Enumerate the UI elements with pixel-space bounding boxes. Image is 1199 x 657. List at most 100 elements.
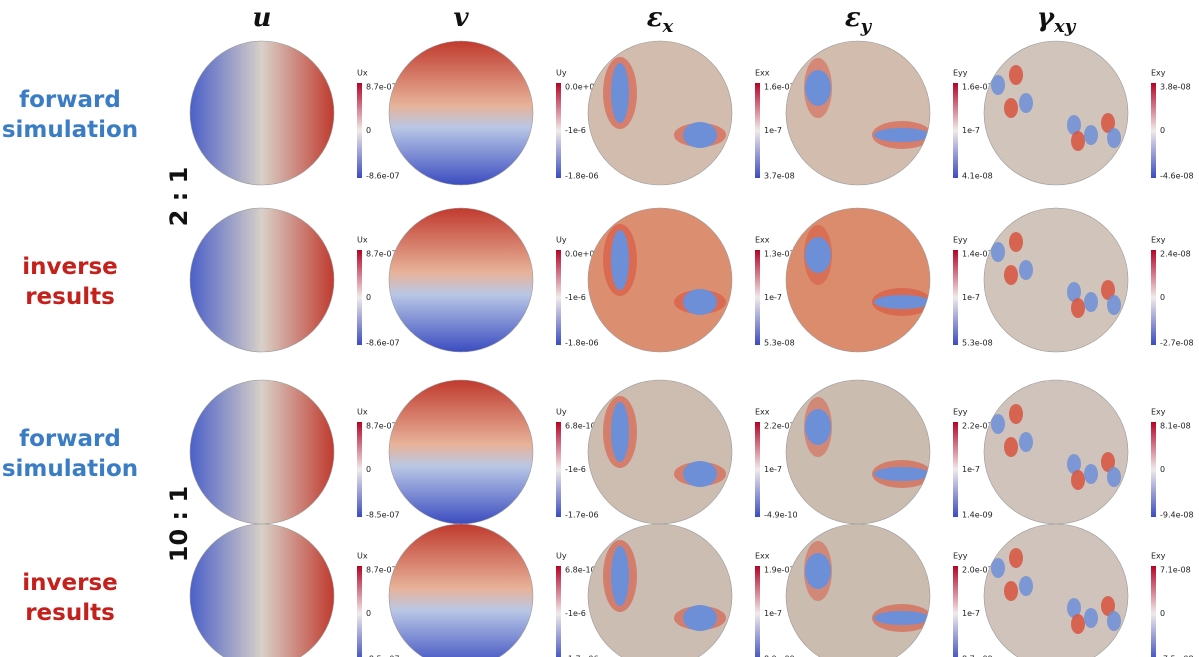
disk-outline	[189, 207, 335, 353]
feature	[1101, 113, 1115, 133]
feature	[991, 414, 1005, 434]
feature	[683, 289, 717, 315]
field-plot	[785, 379, 931, 525]
feature	[611, 546, 629, 606]
field-plot	[587, 207, 733, 353]
row-label: results	[25, 284, 115, 310]
disk	[190, 41, 334, 185]
disk-outline	[983, 523, 1129, 657]
symbol: ε	[845, 3, 861, 33]
colorbar-max: 1.3e-07	[764, 250, 795, 259]
field	[190, 41, 334, 185]
field	[588, 208, 732, 352]
feature	[611, 402, 629, 462]
colorbar-min: 5.3e-08	[764, 339, 795, 348]
colorbar-max: 8.7e-07	[366, 566, 397, 575]
colorbar	[755, 83, 760, 178]
symbol: ε	[647, 3, 663, 33]
feature	[805, 553, 831, 589]
feature	[874, 128, 930, 142]
colorbar-title: Ux	[357, 69, 368, 78]
symbol: u	[253, 3, 272, 33]
disk	[389, 208, 533, 352]
field	[588, 380, 732, 524]
colorbar	[357, 566, 362, 657]
row-label: forward	[19, 426, 121, 452]
colorbar-mid: 0	[366, 293, 371, 302]
colorbar-max: 3.8e-08	[1160, 83, 1191, 92]
feature	[1071, 131, 1085, 151]
disk-outline	[189, 40, 335, 186]
subscript: xy	[1053, 16, 1077, 37]
colorbar-max: 1.6e-07	[962, 83, 993, 92]
colorbar-min: 5.3e-08	[962, 339, 993, 348]
feature	[1009, 404, 1023, 424]
colorbar	[357, 250, 362, 345]
field-plot	[587, 379, 733, 525]
colorbar-min: -4.6e-08	[1160, 172, 1194, 181]
field	[588, 41, 732, 185]
colorbar-mid: 0	[366, 465, 371, 474]
field-plot	[785, 207, 931, 353]
disk	[190, 208, 334, 352]
field-plot	[983, 523, 1129, 657]
feature	[1004, 437, 1018, 457]
colorbar-title: Exx	[755, 408, 770, 417]
colorbar-mid: -1e-6	[565, 126, 586, 135]
feature	[1107, 467, 1121, 487]
field	[190, 524, 334, 657]
colorbar	[953, 422, 958, 517]
field-plot	[388, 207, 534, 353]
field-plot	[587, 40, 733, 186]
row-label: simulation	[2, 117, 138, 143]
colorbar-title: Exy	[1151, 408, 1166, 417]
feature	[805, 237, 831, 273]
field-plot	[189, 379, 335, 525]
column-header: v	[453, 3, 469, 33]
feature	[1009, 548, 1023, 568]
disk-outline	[388, 523, 534, 657]
field	[190, 380, 334, 524]
colorbar-title: Exx	[755, 236, 770, 245]
feature	[1004, 98, 1018, 118]
feature	[1067, 454, 1081, 474]
colorbar-title: Uy	[556, 408, 567, 417]
disk	[786, 208, 930, 352]
feature	[683, 605, 717, 631]
feature	[1084, 125, 1098, 145]
colorbar	[1151, 83, 1156, 178]
field-plot	[388, 523, 534, 657]
colorbar-max: 8.1e-08	[1160, 422, 1191, 431]
colorbar-title: Uy	[556, 552, 567, 561]
colorbar-min: -1.8e-06	[565, 172, 599, 181]
colorbar-mid: 0	[1160, 126, 1165, 135]
colorbar-min: 1.4e-09	[962, 511, 993, 520]
colorbar	[755, 250, 760, 345]
colorbar-title: Ux	[357, 236, 368, 245]
field	[984, 208, 1128, 352]
colorbar	[556, 83, 561, 178]
feature	[1101, 452, 1115, 472]
column-header: εx	[647, 3, 674, 37]
colorbar-min: -8.5e-07	[366, 511, 400, 520]
colorbar-max: 0.0e+00	[565, 250, 600, 259]
colorbar-title: Uy	[556, 236, 567, 245]
row-label: simulation	[2, 456, 138, 482]
field-plot	[189, 523, 335, 657]
feature	[1009, 65, 1023, 85]
feature	[805, 409, 831, 445]
colorbar	[1151, 422, 1156, 517]
row-label: results	[25, 600, 115, 626]
colorbar-title: Eyy	[953, 236, 968, 245]
colorbar	[556, 566, 561, 657]
disk-outline	[983, 207, 1129, 353]
disk-outline	[189, 523, 335, 657]
field	[984, 41, 1128, 185]
colorbar-mid: 0	[1160, 609, 1165, 618]
colorbar-max: 2.0e-07	[962, 566, 993, 575]
feature	[1019, 576, 1033, 596]
colorbar-mid: 1e-7	[764, 293, 782, 302]
colorbar-title: Exy	[1151, 552, 1166, 561]
colorbar-min: -1.7e-06	[565, 655, 599, 657]
colorbar-max: 8.7e-07	[366, 83, 397, 92]
